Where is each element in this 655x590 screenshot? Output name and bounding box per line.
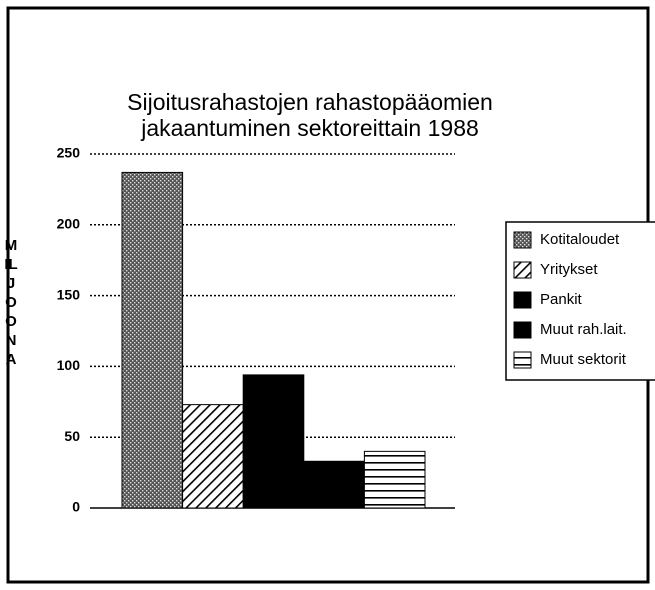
legend-swatch: [513, 231, 532, 249]
legend-label: Kotitaloudet: [540, 231, 620, 248]
legend-label: Muut sektorit: [540, 351, 627, 368]
legend-label: Muut rah.lait.: [540, 321, 627, 338]
legend-label: Yritykset: [540, 261, 598, 278]
y-tick-label: 200: [57, 216, 81, 232]
y-tick-label: 150: [57, 286, 81, 302]
y-tick-label: 0: [72, 499, 80, 515]
chart-title: jakaantuminen sektoreittain 1988: [140, 115, 479, 141]
legend-swatch: [513, 261, 532, 279]
legend-swatch: [513, 291, 532, 309]
y-tick-label: 50: [64, 428, 80, 444]
bar: [182, 404, 244, 509]
chart-title: Sijoitusrahastojen rahastopääomien: [127, 89, 493, 115]
legend-swatch: [513, 321, 532, 339]
y-tick-label: 250: [57, 145, 81, 161]
bar: [242, 374, 305, 509]
y-axis-label: MILJOONA: [4, 237, 18, 368]
legend-label: Pankit: [540, 291, 583, 308]
bar: [303, 460, 365, 509]
bar: [363, 450, 426, 509]
legend-swatch: [513, 351, 532, 369]
bar: [121, 171, 184, 509]
y-tick-label: 100: [57, 357, 81, 373]
